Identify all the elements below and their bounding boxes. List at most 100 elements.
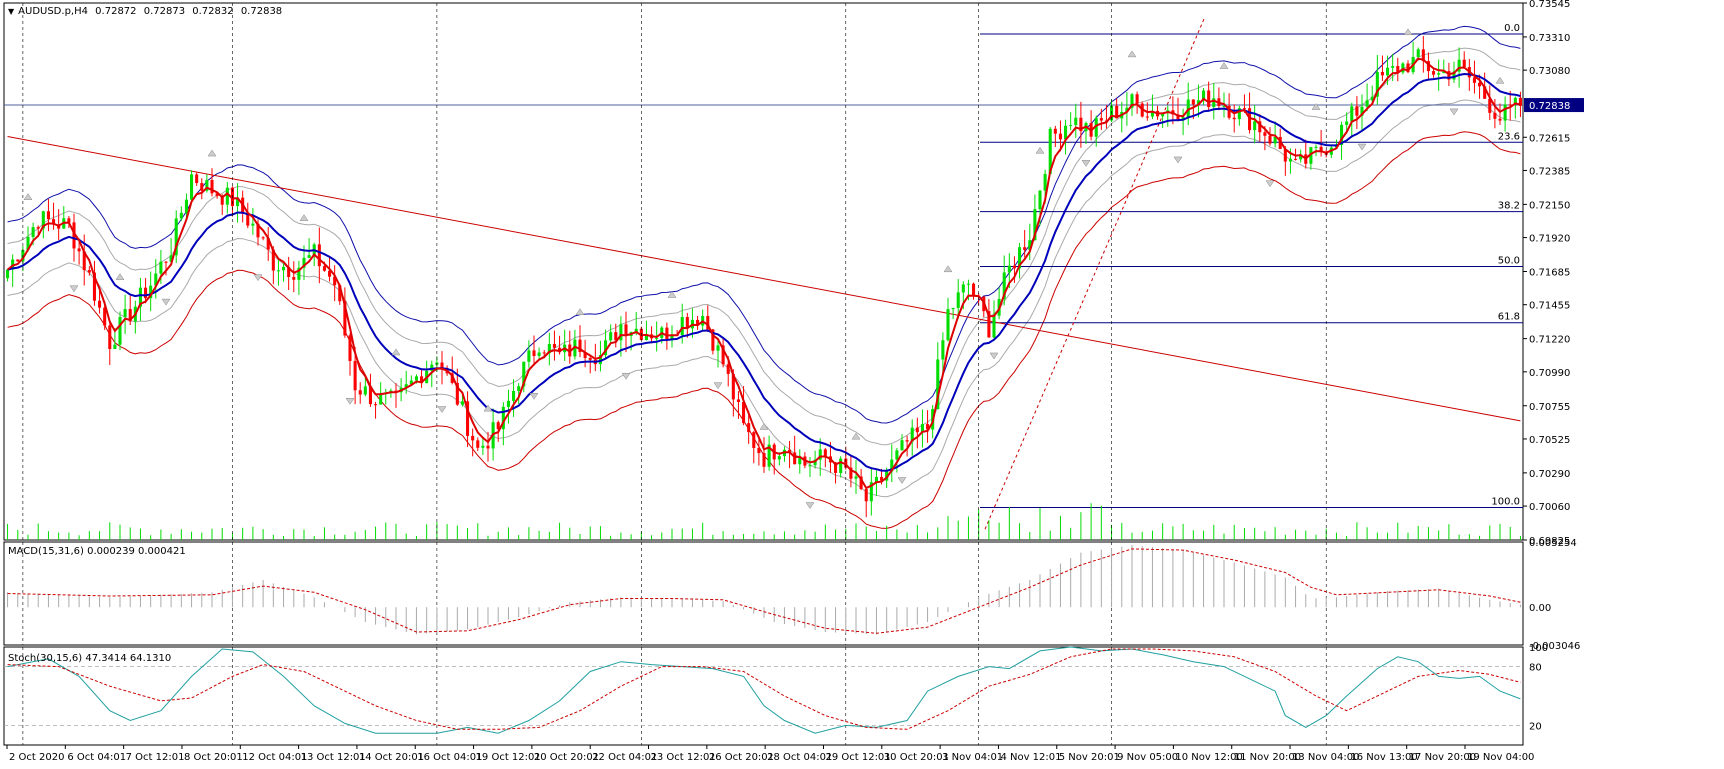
candle-body <box>1038 190 1042 210</box>
price-tick-label: 0.70990 <box>1529 368 1570 379</box>
time-tick-label: 7 Oct 12:01 <box>126 752 185 763</box>
candle-body <box>1064 125 1068 140</box>
candle-body <box>1483 86 1487 99</box>
candle-body <box>726 364 730 374</box>
fractal-up-icon <box>23 193 33 200</box>
candle-body <box>1227 105 1231 118</box>
candle-body <box>307 255 311 258</box>
candle-body <box>292 276 296 280</box>
price-tick-label: 0.72150 <box>1529 200 1570 211</box>
candle-body <box>547 343 551 354</box>
candle-body <box>583 352 587 358</box>
time-tick-label: 12 Oct 04:01 <box>242 752 307 763</box>
candle-body <box>205 180 209 191</box>
fib-level-label: 100.0 <box>1491 497 1520 508</box>
candle-body <box>476 440 480 448</box>
candle-body <box>1288 158 1292 162</box>
candle-body <box>864 488 868 502</box>
candle-body <box>348 335 352 361</box>
candle-body <box>1442 71 1446 74</box>
candle-body <box>793 452 797 465</box>
candle-body <box>1196 100 1200 105</box>
candle-body <box>1380 71 1384 76</box>
time-tick-label: 2 Oct 2020 <box>9 752 64 763</box>
price-tick-label: 0.70755 <box>1529 402 1570 413</box>
macd-tick-label: -0.003046 <box>1529 641 1580 652</box>
candle-body <box>915 427 919 433</box>
candle-body <box>282 266 286 271</box>
candle-body <box>169 255 173 262</box>
candle-body <box>1493 112 1497 119</box>
candle-body <box>261 237 265 239</box>
fractal-up-icon <box>667 291 677 298</box>
candle-body <box>849 467 853 479</box>
candle-body <box>685 316 689 329</box>
candle-body <box>302 257 306 268</box>
time-tick-label: 5 Nov 20:01 <box>1059 752 1120 763</box>
stoch-tick-label: 100 <box>1529 643 1548 654</box>
candle-body <box>1125 107 1129 112</box>
price-pane-label: ▼ AUDUSD.p,H4 0.72872 0.72873 0.72832 0.7… <box>8 6 286 17</box>
candle-body <box>72 222 76 249</box>
candle-body <box>1212 98 1216 108</box>
candle-body <box>869 482 873 502</box>
candle-body <box>1299 154 1303 160</box>
candle-body <box>1391 66 1395 68</box>
candle-body <box>1375 71 1379 97</box>
macd-signal-line <box>7 548 1521 634</box>
candle-body <box>1278 136 1282 149</box>
candle-body <box>31 227 35 237</box>
price-tick-label: 0.70290 <box>1529 469 1570 480</box>
candle-body <box>854 476 858 479</box>
candle-body <box>1508 104 1512 106</box>
candle-body <box>987 311 991 338</box>
fib-level-label: 0.0 <box>1504 23 1520 34</box>
candle-body <box>92 272 96 301</box>
candle-body <box>823 449 827 457</box>
upper-envelope-line <box>7 47 1521 446</box>
candle-body <box>154 273 158 286</box>
upper-band-line <box>7 25 1521 424</box>
candle-body <box>1457 59 1461 72</box>
fractal-down-icon <box>805 502 815 510</box>
collapse-arrow-icon[interactable]: ▼ <box>8 7 15 16</box>
fractal-down-icon <box>1173 156 1183 164</box>
time-tick-label: 26 Oct 20:01 <box>709 752 774 763</box>
candle-body <box>895 450 899 460</box>
fractal-down-icon <box>437 406 447 413</box>
fractal-up-icon <box>207 149 217 157</box>
candle-body <box>788 449 792 453</box>
candle-body <box>752 432 756 448</box>
candle-body <box>1135 94 1139 104</box>
fractal-up-icon <box>1127 50 1137 58</box>
price-tick-label: 0.69825 <box>1529 536 1570 547</box>
candle-body <box>1099 118 1103 121</box>
candle-body <box>1018 247 1022 269</box>
fractal-up-icon <box>115 273 125 280</box>
time-tick-label: 17 Nov 20:00 <box>1409 752 1476 763</box>
candle-body <box>1319 146 1323 152</box>
candle-body <box>36 227 40 229</box>
time-tick-label: 22 Oct 04:01 <box>592 752 657 763</box>
candle-body <box>420 376 424 384</box>
candle-body <box>1079 117 1083 132</box>
candle-body <box>578 339 582 353</box>
fractal-down-icon <box>897 477 907 484</box>
candle-body <box>1268 135 1272 144</box>
macd-tick-label: 0.00 <box>1529 603 1551 614</box>
candle-body <box>1386 67 1390 76</box>
candle-body <box>874 476 878 483</box>
ohlc-high: 0.72873 <box>143 6 186 17</box>
fractal-up-icon <box>483 404 493 412</box>
candle-body <box>1406 63 1410 73</box>
candle-body <box>604 340 608 356</box>
candle-body <box>966 283 970 285</box>
candle-body <box>1416 49 1420 57</box>
candle-body <box>1340 124 1344 145</box>
candle-body <box>190 174 194 200</box>
candle-body <box>174 218 178 256</box>
candle-body <box>251 223 255 226</box>
candle-body <box>1181 117 1185 120</box>
